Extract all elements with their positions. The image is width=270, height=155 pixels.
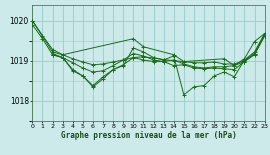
X-axis label: Graphe pression niveau de la mer (hPa): Graphe pression niveau de la mer (hPa)	[61, 131, 236, 140]
